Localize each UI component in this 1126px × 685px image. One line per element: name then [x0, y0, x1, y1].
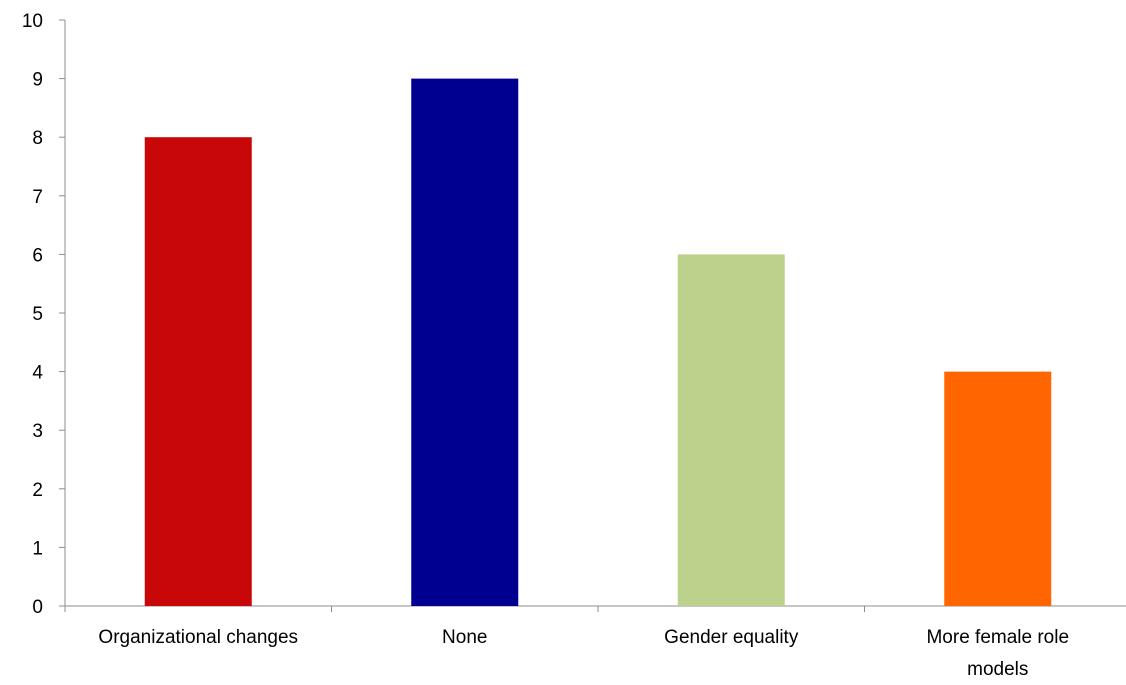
y-tick-label: 1: [32, 538, 43, 559]
y-tick-label: 8: [32, 128, 43, 149]
y-tick-label: 7: [32, 187, 43, 208]
y-tick-label: 3: [32, 421, 43, 442]
x-category-label: None: [442, 627, 487, 648]
y-tick-label: 6: [32, 245, 43, 266]
x-category-label: More female role models: [926, 627, 1069, 680]
category-labels: Organizational changes None Gender equalit…: [98, 627, 1069, 680]
x-category-label-line: Organizational changes: [98, 627, 298, 648]
x-category-label-line: More female role: [926, 627, 1069, 648]
y-axis: 0 1 2 3 4 5 6 7 8 9 10: [22, 11, 66, 618]
x-category-label-line: None: [442, 627, 487, 648]
x-category-label: Gender equality: [664, 627, 799, 648]
bars: [144, 78, 1052, 607]
y-tick-label: 9: [32, 70, 43, 91]
bar: [411, 78, 519, 607]
y-tick-label: 0: [32, 597, 43, 618]
x-axis: [59, 605, 1126, 612]
x-category-label-line: models: [967, 659, 1028, 680]
bar: [944, 371, 1052, 606]
y-tick-label: 5: [32, 304, 43, 325]
bar: [144, 137, 252, 606]
x-category-label: Organizational changes: [98, 627, 298, 648]
x-category-label-line: Gender equality: [664, 627, 799, 648]
y-tick-label: 2: [32, 480, 43, 501]
y-tick-label: 4: [32, 363, 43, 384]
bar: [677, 254, 785, 606]
y-tick-label: 10: [22, 11, 43, 32]
